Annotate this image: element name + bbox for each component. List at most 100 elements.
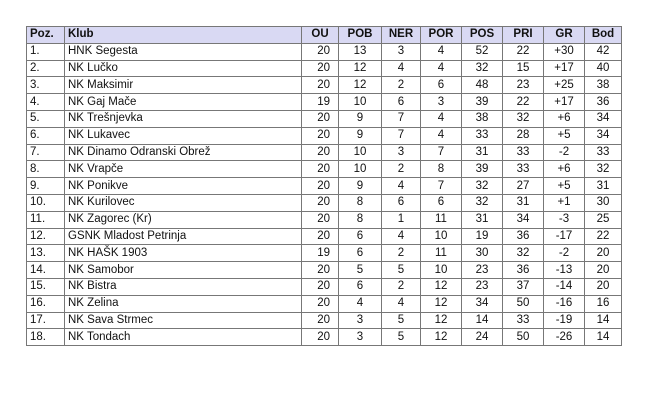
position-cell: 16.	[26, 294, 65, 313]
club-cell: NK Lukavec	[64, 126, 302, 145]
header-row: Poz. Klub OU POB NER POR POS PRI GR Bod	[26, 26, 622, 44]
stat-cell: 34	[502, 210, 544, 229]
stat-cell: 36	[584, 93, 622, 111]
stat-cell: 32	[502, 244, 544, 263]
stat-cell: 32	[461, 193, 503, 212]
stat-cell: 4	[381, 227, 421, 246]
stat-cell: 33	[502, 143, 544, 162]
stat-cell: 36	[502, 261, 544, 279]
stat-cell: 7	[420, 177, 462, 195]
stat-cell: 11	[420, 244, 462, 263]
stat-cell: 6	[420, 193, 462, 212]
stat-cell: 20	[301, 193, 339, 212]
stat-cell: 39	[461, 93, 503, 111]
stat-cell: 4	[420, 42, 462, 61]
stat-cell: 7	[381, 126, 421, 145]
stat-cell: 20	[301, 277, 339, 296]
stat-cell: 40	[584, 59, 622, 78]
stat-cell: +17	[543, 59, 585, 78]
standings-table: Poz. Klub OU POB NER POR POS PRI GR Bod 1. HNK Seg…	[26, 26, 622, 347]
table-row: 6. NK Lukavec 20 9 7 4 33 28 +5 34	[26, 126, 622, 145]
stat-cell: 9	[338, 177, 382, 195]
stat-cell: 19	[301, 244, 339, 263]
table-row: 4. NK Gaj Mače 19 10 6 3 39 22 +17 36	[26, 93, 622, 111]
table-row: 3. NK Maksimir 20 12 2 6 48 23 +25 38	[26, 76, 622, 95]
stat-cell: 12	[420, 294, 462, 313]
stat-cell: 42	[584, 42, 622, 61]
club-cell: NK Vrapče	[64, 160, 302, 179]
stat-cell: 7	[420, 143, 462, 162]
stat-cell: 15	[502, 59, 544, 78]
stat-cell: 20	[301, 227, 339, 246]
stat-cell: 6	[338, 244, 382, 263]
column-header: Poz.	[26, 26, 65, 44]
stat-cell: 38	[584, 76, 622, 95]
stat-cell: 3	[381, 42, 421, 61]
stat-cell: 10	[338, 143, 382, 162]
club-cell: NK Trešnjevka	[64, 109, 302, 128]
position-cell: 2.	[26, 59, 65, 78]
stat-cell: 10	[420, 261, 462, 279]
stat-cell: 10	[338, 93, 382, 111]
stat-cell: 22	[584, 227, 622, 246]
stat-cell: -26	[543, 328, 585, 347]
stat-cell: 4	[381, 177, 421, 195]
stat-cell: 36	[502, 227, 544, 246]
table-row: 17. NK Sava Strmec 20 3 5 12 14 33 -19 14	[26, 311, 622, 330]
stat-cell: 1	[381, 210, 421, 229]
stat-cell: -17	[543, 227, 585, 246]
stat-cell: 3	[420, 93, 462, 111]
stat-cell: 19	[461, 227, 503, 246]
stat-cell: 20	[301, 177, 339, 195]
club-cell: NK Ponikve	[64, 177, 302, 195]
position-cell: 18.	[26, 328, 65, 347]
stat-cell: 12	[338, 76, 382, 95]
stat-cell: 32	[461, 177, 503, 195]
column-header: OU	[301, 26, 339, 44]
stat-cell: 20	[301, 76, 339, 95]
stat-cell: +30	[543, 42, 585, 61]
stat-cell: 20	[301, 328, 339, 347]
stat-cell: 14	[584, 311, 622, 330]
stat-cell: 20	[584, 277, 622, 296]
table-row: 8. NK Vrapče 20 10 2 8 39 33 +6 32	[26, 160, 622, 179]
stat-cell: 32	[502, 109, 544, 128]
club-cell: NK Kurilovec	[64, 193, 302, 212]
table-row: 7. NK Dinamo Odranski Obrež 20 10 3 7 31 33 -2 33	[26, 143, 622, 162]
position-cell: 6.	[26, 126, 65, 145]
column-header: PRI	[502, 26, 544, 44]
stat-cell: -2	[543, 244, 585, 263]
stat-cell: 7	[381, 109, 421, 128]
stat-cell: 3	[381, 143, 421, 162]
stat-cell: 31	[584, 177, 622, 195]
column-header: POS	[461, 26, 503, 44]
position-cell: 9.	[26, 177, 65, 195]
column-header: GR	[543, 26, 585, 44]
stat-cell: 19	[301, 93, 339, 111]
stat-cell: 11	[420, 210, 462, 229]
table-row: 2. NK Lučko 20 12 4 4 32 15 +17 40	[26, 59, 622, 78]
position-cell: 17.	[26, 311, 65, 330]
position-cell: 1.	[26, 42, 65, 61]
stat-cell: 3	[338, 311, 382, 330]
stat-cell: 2	[381, 244, 421, 263]
stat-cell: 12	[420, 328, 462, 347]
stat-cell: 30	[584, 193, 622, 212]
stat-cell: 9	[338, 109, 382, 128]
stat-cell: 4	[420, 59, 462, 78]
stat-cell: 31	[461, 210, 503, 229]
stat-cell: 4	[381, 59, 421, 78]
stat-cell: 12	[420, 311, 462, 330]
club-cell: NK Lučko	[64, 59, 302, 78]
stat-cell: 6	[381, 93, 421, 111]
stat-cell: 33	[584, 143, 622, 162]
stat-cell: 20	[301, 126, 339, 145]
stat-cell: -16	[543, 294, 585, 313]
table-row: 10. NK Kurilovec 20 8 6 6 32 31 +1 30	[26, 193, 622, 212]
table-row: 11. NK Zagorec (Kr) 20 8 1 11 31 34 -3 25	[26, 210, 622, 229]
table-row: 12. GSNK Mladost Petrinja 20 6 4 10 19 36 -17 22	[26, 227, 622, 246]
stat-cell: 6	[420, 76, 462, 95]
stat-cell: 4	[420, 109, 462, 128]
table-row: 15. NK Bistra 20 6 2 12 23 37 -14 20	[26, 277, 622, 296]
stat-cell: 34	[461, 294, 503, 313]
